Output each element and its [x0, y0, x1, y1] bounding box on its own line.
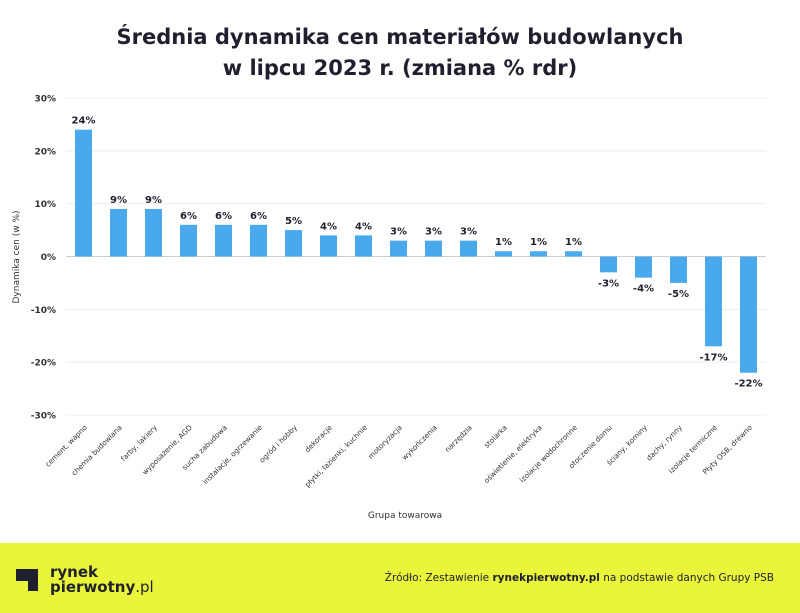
source-suffix: na podstawie danych Grupy PSB: [599, 572, 774, 584]
value-label: -17%: [699, 352, 727, 363]
x-axis-label: Grupa towarowa: [368, 511, 442, 521]
value-label: 9%: [145, 195, 162, 206]
y-tick-label: -30%: [31, 412, 56, 422]
bar: [705, 256, 722, 347]
value-label: 5%: [285, 216, 302, 227]
y-tick-label: 0%: [41, 253, 56, 263]
bar: [355, 235, 372, 257]
bar: [530, 251, 547, 257]
bar-chart: 30% 20% 10% 0% -10% -20% -30% 24% 9% 9% 6% 6% 6% 5% 4…: [12, 95, 766, 521]
logo-icon: [16, 569, 38, 591]
value-label: 1%: [565, 237, 582, 248]
bar: [180, 224, 197, 257]
bar: [600, 256, 617, 273]
bar: [495, 251, 512, 257]
y-axis-ticks: 30% 20% 10% 0% -10% -20% -30%: [31, 95, 56, 422]
chart-title-line-1: Średnia dynamika cen materiałów budowlan…: [116, 25, 684, 49]
value-label: 24%: [72, 116, 96, 127]
bar: [285, 230, 302, 257]
y-tick-label: -10%: [31, 306, 56, 316]
source-prefix: Źródło: Zestawienie: [384, 572, 493, 584]
source-link[interactable]: rynekpierwotny.pl: [492, 572, 600, 584]
bar: [460, 240, 477, 257]
value-label: 1%: [530, 237, 547, 248]
bar: [425, 240, 442, 257]
value-label: 3%: [425, 227, 442, 238]
y-tick-label: 10%: [34, 200, 56, 210]
category-label: izolacje wodochronne: [518, 423, 580, 485]
value-label: -4%: [633, 284, 654, 295]
value-label: 4%: [355, 221, 372, 232]
category-label: oświetlenie, elektryka: [482, 423, 544, 485]
logo-line-1: rynek: [50, 563, 99, 581]
category-label: ogród i hobby: [257, 423, 299, 465]
logo-line-2-rest: .pl: [135, 578, 154, 596]
bar: [110, 208, 127, 257]
value-label: 1%: [495, 237, 512, 248]
value-label: 4%: [320, 221, 337, 232]
value-label: 6%: [250, 211, 267, 222]
bar: [635, 256, 652, 278]
value-label: 6%: [180, 211, 197, 222]
category-label: instalacje, ogrzewanie: [201, 423, 265, 487]
value-label: 9%: [110, 195, 127, 206]
bar: [320, 235, 337, 257]
bar: [565, 251, 582, 257]
logo-line-2: pierwotny.pl: [50, 580, 154, 595]
footer-bar: rynek pierwotny.pl Źródło: Zestawienie r…: [0, 543, 800, 613]
y-tick-label: 20%: [34, 147, 56, 157]
logo[interactable]: rynek pierwotny.pl: [14, 565, 154, 595]
y-tick-label: 30%: [34, 95, 56, 105]
category-label: wykończenia: [400, 423, 439, 462]
value-label: -22%: [734, 379, 762, 390]
bars: [75, 129, 757, 373]
y-tick-label: -20%: [31, 359, 56, 369]
category-label: dekoracje: [303, 423, 335, 455]
bar: [740, 256, 757, 373]
chart-title: Średnia dynamika cen materiałów budowlan…: [0, 22, 800, 84]
category-label: motoryzacja: [366, 423, 404, 461]
value-labels: 24% 9% 9% 6% 6% 6% 5% 4% 4% 3% 3% 3% 1% 1% 1% -3% -4% -5%…: [72, 116, 763, 390]
chart-title-line-2: w lipcu 2023 r. (zmiana % rdr): [222, 56, 578, 80]
bar: [670, 256, 687, 283]
bar: [145, 208, 162, 257]
bar: [75, 129, 92, 257]
value-label: -3%: [598, 278, 619, 289]
value-label: -5%: [668, 289, 689, 300]
category-label: stolarka: [482, 423, 509, 450]
value-label: 3%: [460, 227, 477, 238]
value-label: 3%: [390, 227, 407, 238]
value-label: 6%: [215, 211, 232, 222]
source-note: Źródło: Zestawienie rynekpierwotny.pl na…: [385, 572, 774, 584]
category-label: płytki, łazienki, kuchnie: [303, 423, 369, 489]
y-axis-label: Dynamika cen (w %): [12, 210, 22, 303]
bar: [390, 240, 407, 257]
bar: [250, 224, 267, 257]
logo-line-2-bold: pierwotny: [50, 578, 136, 596]
bar: [215, 224, 232, 257]
logo-wordmark: rynek pierwotny.pl: [50, 565, 154, 595]
category-label: narzędzia: [443, 423, 474, 454]
